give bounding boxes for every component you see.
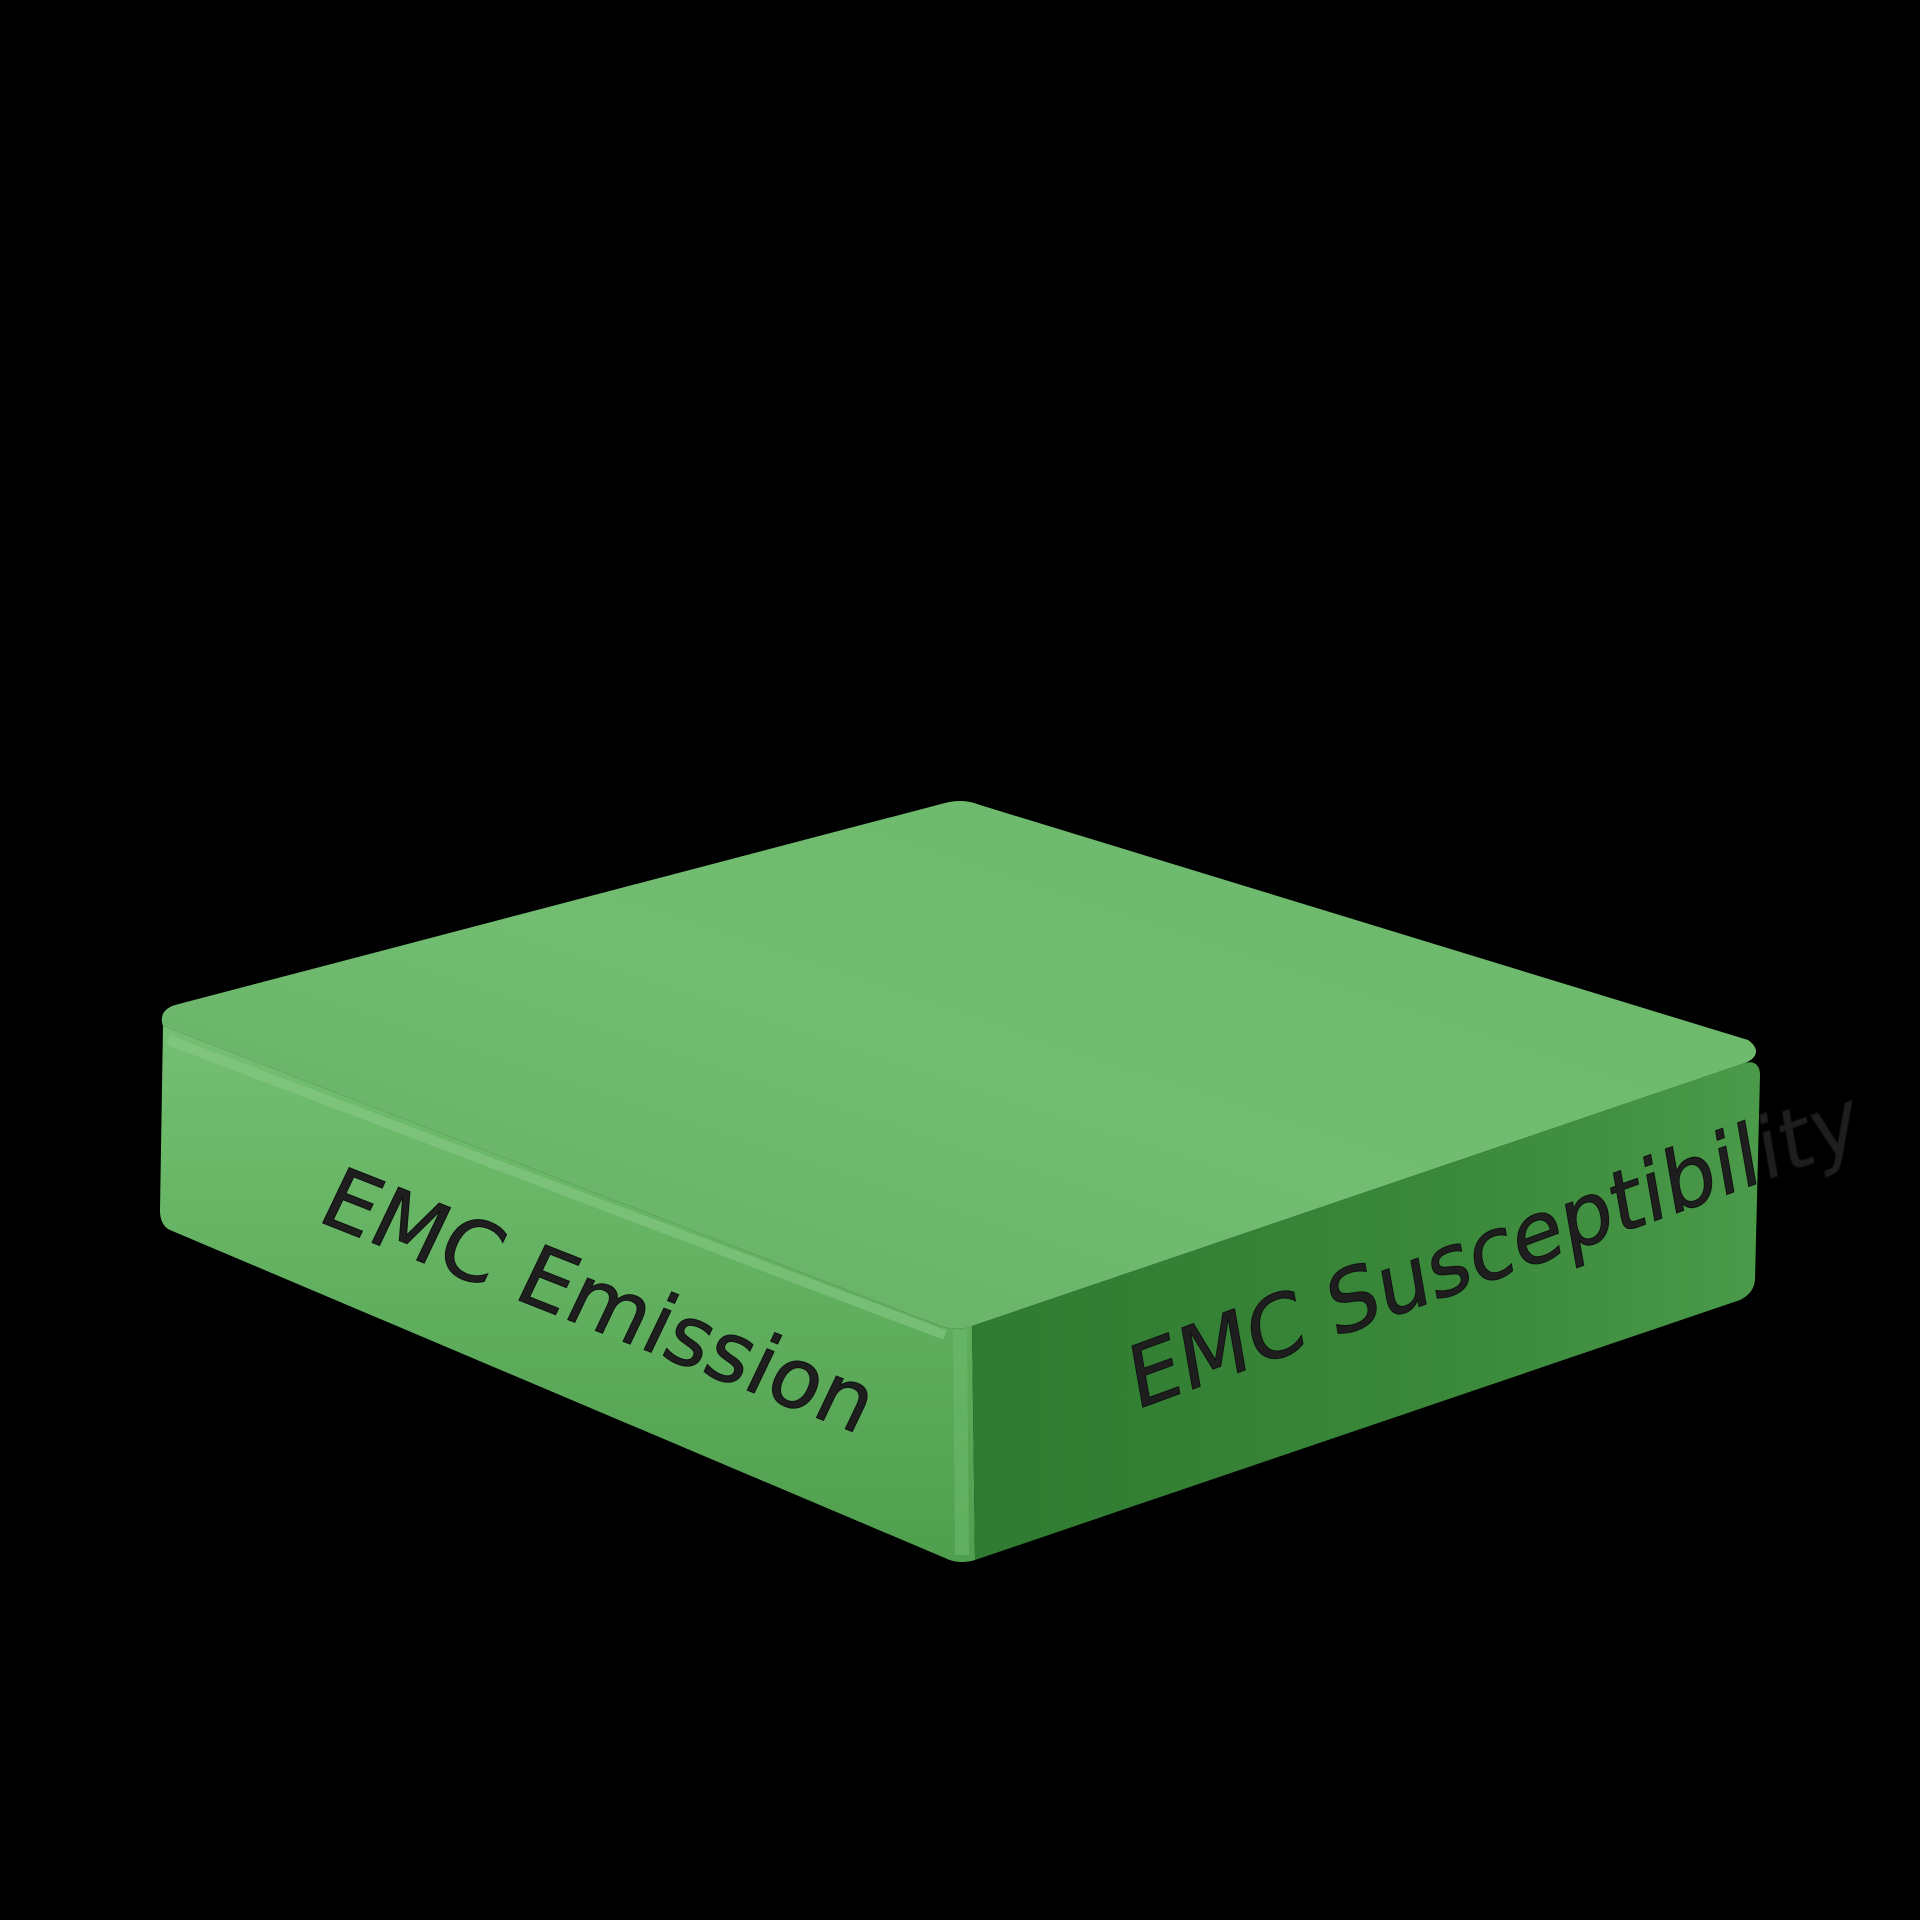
box-corner-highlight bbox=[953, 1329, 969, 1556]
box-front-edge-highlight bbox=[166, 1035, 947, 1340]
box-top-face bbox=[161, 800, 1756, 1329]
box-front-face bbox=[160, 1026, 975, 1563]
box-side-face bbox=[972, 1062, 1760, 1560]
